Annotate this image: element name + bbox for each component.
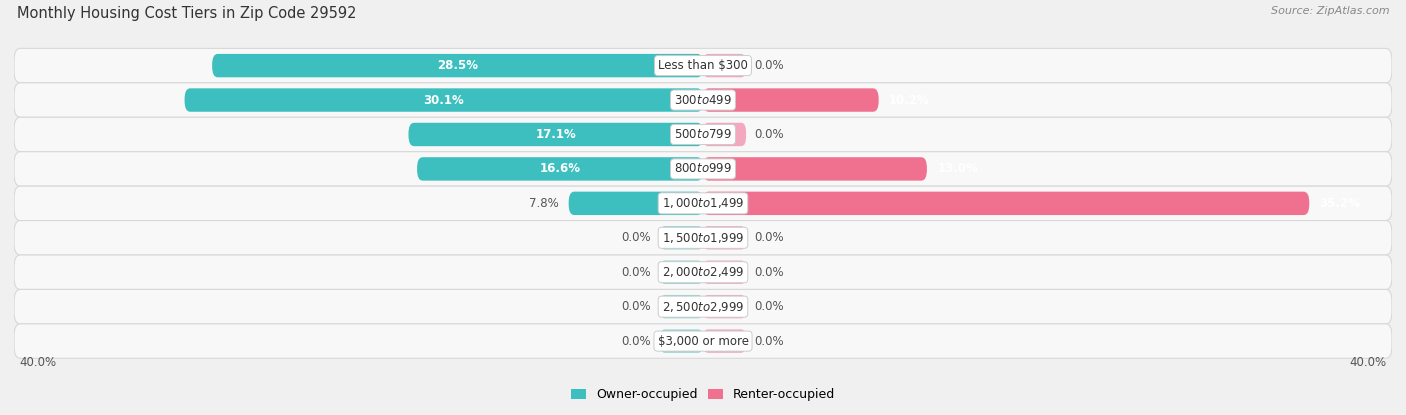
FancyBboxPatch shape <box>703 261 747 284</box>
FancyBboxPatch shape <box>703 157 927 181</box>
Text: 0.0%: 0.0% <box>755 59 785 72</box>
FancyBboxPatch shape <box>14 152 1392 186</box>
FancyBboxPatch shape <box>14 220 1392 255</box>
Text: Less than $300: Less than $300 <box>658 59 748 72</box>
Text: 30.1%: 30.1% <box>423 93 464 107</box>
Text: 0.0%: 0.0% <box>755 231 785 244</box>
Text: 40.0%: 40.0% <box>20 356 56 369</box>
Text: $1,500 to $1,999: $1,500 to $1,999 <box>662 231 744 245</box>
FancyBboxPatch shape <box>659 330 703 353</box>
FancyBboxPatch shape <box>14 289 1392 324</box>
Text: $300 to $499: $300 to $499 <box>673 93 733 107</box>
Text: 7.8%: 7.8% <box>529 197 558 210</box>
FancyBboxPatch shape <box>703 330 747 353</box>
Text: 0.0%: 0.0% <box>755 128 785 141</box>
Text: 13.0%: 13.0% <box>938 162 979 176</box>
FancyBboxPatch shape <box>212 54 703 77</box>
Text: 0.0%: 0.0% <box>755 334 785 348</box>
FancyBboxPatch shape <box>14 117 1392 152</box>
FancyBboxPatch shape <box>703 54 747 77</box>
Text: 0.0%: 0.0% <box>621 266 651 279</box>
Text: 10.2%: 10.2% <box>889 93 929 107</box>
Text: 0.0%: 0.0% <box>621 334 651 348</box>
FancyBboxPatch shape <box>568 192 703 215</box>
Text: 35.2%: 35.2% <box>1320 197 1361 210</box>
Text: $2,500 to $2,999: $2,500 to $2,999 <box>662 300 744 314</box>
FancyBboxPatch shape <box>418 157 703 181</box>
Text: 0.0%: 0.0% <box>755 300 785 313</box>
Text: 0.0%: 0.0% <box>621 231 651 244</box>
FancyBboxPatch shape <box>14 324 1392 358</box>
Text: $1,000 to $1,499: $1,000 to $1,499 <box>662 196 744 210</box>
FancyBboxPatch shape <box>659 295 703 318</box>
FancyBboxPatch shape <box>184 88 703 112</box>
FancyBboxPatch shape <box>409 123 703 146</box>
Text: $3,000 or more: $3,000 or more <box>658 334 748 348</box>
Text: 40.0%: 40.0% <box>1350 356 1386 369</box>
Text: 0.0%: 0.0% <box>621 300 651 313</box>
Text: Monthly Housing Cost Tiers in Zip Code 29592: Monthly Housing Cost Tiers in Zip Code 2… <box>17 6 356 21</box>
Text: $500 to $799: $500 to $799 <box>673 128 733 141</box>
Text: Source: ZipAtlas.com: Source: ZipAtlas.com <box>1271 6 1389 16</box>
Text: 0.0%: 0.0% <box>755 266 785 279</box>
FancyBboxPatch shape <box>703 88 879 112</box>
Legend: Owner-occupied, Renter-occupied: Owner-occupied, Renter-occupied <box>571 388 835 401</box>
FancyBboxPatch shape <box>703 123 747 146</box>
Text: 17.1%: 17.1% <box>536 128 576 141</box>
FancyBboxPatch shape <box>659 226 703 249</box>
FancyBboxPatch shape <box>14 255 1392 289</box>
FancyBboxPatch shape <box>14 83 1392 117</box>
FancyBboxPatch shape <box>703 295 747 318</box>
Text: $800 to $999: $800 to $999 <box>673 162 733 176</box>
FancyBboxPatch shape <box>703 226 747 249</box>
Text: $2,000 to $2,499: $2,000 to $2,499 <box>662 265 744 279</box>
Text: 28.5%: 28.5% <box>437 59 478 72</box>
FancyBboxPatch shape <box>14 186 1392 220</box>
FancyBboxPatch shape <box>703 192 1309 215</box>
FancyBboxPatch shape <box>14 49 1392 83</box>
FancyBboxPatch shape <box>659 261 703 284</box>
Text: 16.6%: 16.6% <box>540 162 581 176</box>
